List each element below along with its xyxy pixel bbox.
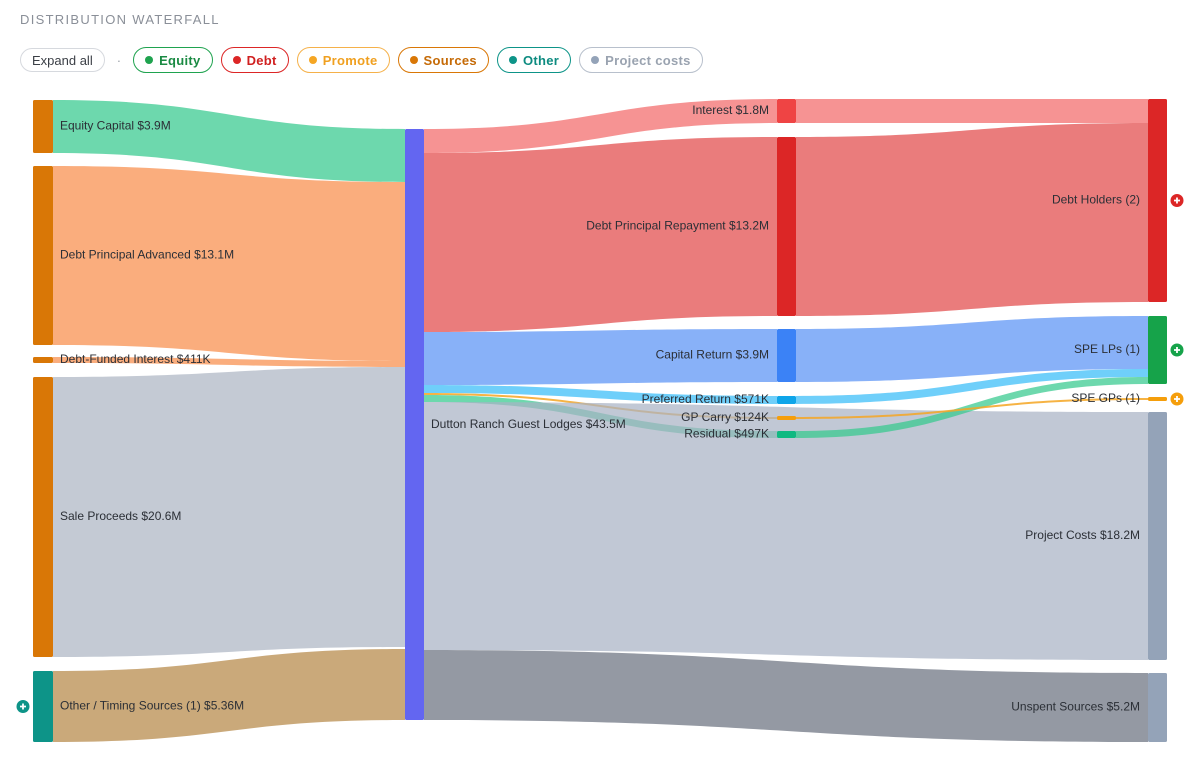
sankey-node-equity-capital[interactable] xyxy=(33,100,53,153)
sankey-link-other_timing-to-project[interactable] xyxy=(53,649,405,742)
legend-pill-other[interactable]: Other xyxy=(496,47,572,73)
sankey-node-preferred-return[interactable] xyxy=(777,396,796,404)
sankey-node-sale-proceeds[interactable] xyxy=(33,377,53,657)
sankey-node-label: Preferred Return $571K xyxy=(642,392,769,406)
plus-icon xyxy=(1174,347,1180,353)
legend-pill-label: Sources xyxy=(423,52,477,68)
sankey-node-label: Dutton Ranch Guest Lodges $43.5M xyxy=(431,417,626,431)
sankey-node-label: Capital Return $3.9M xyxy=(656,348,769,362)
legend-bar: Expand all · Equity Debt Promote Sources Oth… xyxy=(20,47,703,73)
expand-all-button[interactable]: Expand all xyxy=(20,48,105,72)
sankey-node-label: Unspent Sources $5.2M xyxy=(1011,700,1140,714)
legend-filter-group: Equity Debt Promote Sources Other Project cos… xyxy=(133,47,703,73)
legend-pill-equity[interactable]: Equity xyxy=(133,47,213,73)
expand-node-button[interactable] xyxy=(16,700,30,713)
sankey-node-unspent-sources[interactable] xyxy=(1148,673,1167,742)
sankey-node-label: Interest $1.8M xyxy=(692,103,769,117)
sankey-node-label: Debt Holders (2) xyxy=(1052,193,1140,207)
sankey-node-label: Residual $497K xyxy=(684,427,769,441)
legend-dot-icon xyxy=(508,56,517,64)
sankey-link-sale_proceeds-to-project[interactable] xyxy=(53,367,405,657)
sankey-node-label: Other / Timing Sources (1) $5.36M xyxy=(60,699,244,713)
sankey-link-project-to-capital_return[interactable] xyxy=(424,329,777,385)
legend-pill-label: Other xyxy=(522,52,560,68)
legend-pill-label: Debt xyxy=(246,52,277,68)
sankey-node-label: Project Costs $18.2M xyxy=(1025,528,1140,542)
sankey-node-debt-funded-interest[interactable] xyxy=(33,357,53,363)
legend-pill-sources[interactable]: Sources xyxy=(397,47,489,73)
sankey-node-debt-principal-advanced[interactable] xyxy=(33,166,53,345)
sankey-node-label: GP Carry $124K xyxy=(681,410,769,424)
sankey-node-gp-carry[interactable] xyxy=(777,416,796,420)
sankey-link-project-to-debt_principal_repayment[interactable] xyxy=(424,137,777,332)
sankey-node-label: Debt Principal Advanced $13.1M xyxy=(60,248,234,262)
sankey-node-label: Sale Proceeds $20.6M xyxy=(60,509,181,523)
sankey-node-label: Debt Principal Repayment $13.2M xyxy=(586,219,769,233)
sankey-link-equity_capital-to-project[interactable] xyxy=(53,100,405,182)
sankey-link-debt_principal_advanced-to-project[interactable] xyxy=(53,166,405,361)
legend-pill-promote[interactable]: Promote xyxy=(296,47,390,73)
sankey-link-debt_principal_repayment-to-debt_holders[interactable] xyxy=(796,123,1148,316)
expand-node-button[interactable] xyxy=(1170,343,1184,357)
sankey-node-project[interactable] xyxy=(405,129,424,720)
sankey-node-interest[interactable] xyxy=(777,99,796,123)
sankey-node-label: SPE GPs (1) xyxy=(1071,391,1140,405)
legend-dot-icon xyxy=(591,56,600,64)
sankey-node-label: SPE LPs (1) xyxy=(1074,342,1140,356)
sankey-link-project-to-preferred_return[interactable] xyxy=(424,385,777,404)
sankey-link-project-to-project_costs[interactable] xyxy=(424,402,1148,660)
sankey-node-other-timing[interactable] xyxy=(33,671,53,742)
legend-pill-label: Equity xyxy=(159,52,201,68)
sankey-link-preferred_return-to-spe_lps[interactable] xyxy=(796,369,1148,404)
plus-icon xyxy=(1174,197,1180,204)
legend-dot-icon xyxy=(308,56,317,64)
legend-dot-icon xyxy=(232,56,241,64)
plus-icon xyxy=(20,703,26,710)
legend-pill-project-costs[interactable]: Project costs xyxy=(579,47,703,73)
legend-pill-label: Project costs xyxy=(605,52,691,68)
sankey-node-spe-gps[interactable] xyxy=(1148,397,1167,401)
sankey-link-project-to-unspent_sources[interactable] xyxy=(424,650,1148,742)
sankey-link-gp_carry-to-spe_gps[interactable] xyxy=(796,398,1148,419)
expand-node-button[interactable] xyxy=(1170,392,1184,406)
legend-dot-icon xyxy=(409,56,418,64)
sankey-node-project-costs[interactable] xyxy=(1148,412,1167,660)
sankey-node-debt-holders[interactable] xyxy=(1148,99,1167,302)
legend-separator: · xyxy=(116,52,122,68)
sankey-link-capital_return-to-spe_lps[interactable] xyxy=(796,316,1148,382)
sankey-link-project-to-interest[interactable] xyxy=(424,99,777,153)
legend-pill-debt[interactable]: Debt xyxy=(220,47,289,73)
sankey-node-label: Debt-Funded Interest $411K xyxy=(60,352,211,366)
sankey-link-interest-to-debt_holders[interactable] xyxy=(796,99,1148,123)
sankey-node-spe-lps[interactable] xyxy=(1148,316,1167,384)
expand-node-button[interactable] xyxy=(1170,194,1184,207)
sankey-node-capital-return[interactable] xyxy=(777,329,796,382)
sankey-node-label: Equity Capital $3.9M xyxy=(60,119,171,133)
sankey-node-residual[interactable] xyxy=(777,431,796,438)
legend-pill-label: Promote xyxy=(322,52,378,68)
sankey-node-debt-principal-repayment[interactable] xyxy=(777,137,796,316)
plus-icon xyxy=(1174,396,1180,402)
sankey-link-debt_funded_interest-to-project[interactable] xyxy=(53,357,405,367)
page-title: DISTRIBUTION WATERFALL xyxy=(20,12,220,27)
legend-dot-icon xyxy=(145,56,154,64)
